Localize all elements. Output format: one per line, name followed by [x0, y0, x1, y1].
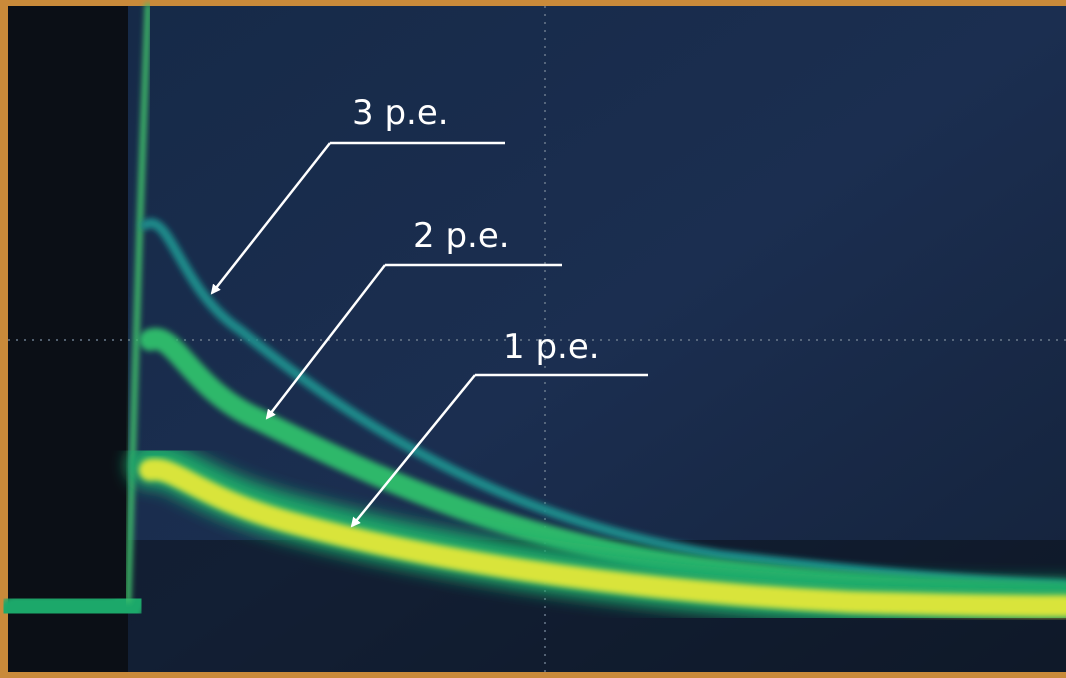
label-2pe: 2 p.e.	[413, 216, 510, 256]
label-3pe: 3 p.e.	[352, 93, 449, 133]
scope-screen: 3 p.e. 2 p.e. 1 p.e.	[0, 0, 1066, 678]
label-1pe: 1 p.e.	[503, 327, 600, 367]
